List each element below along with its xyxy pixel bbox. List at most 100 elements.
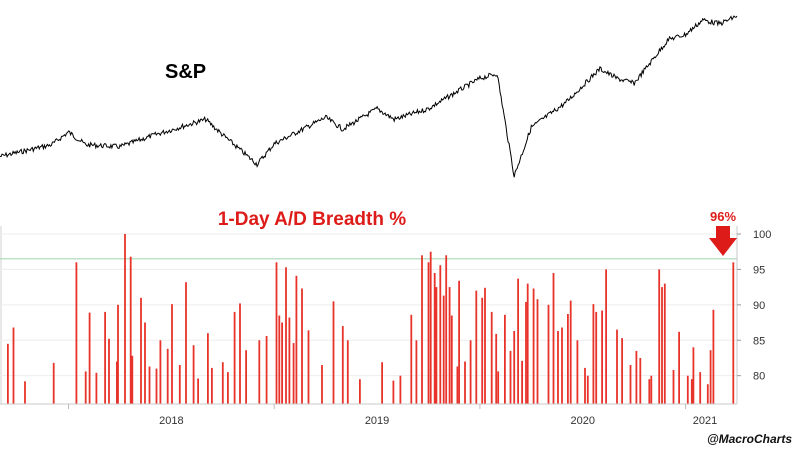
breadth-bar	[295, 275, 298, 404]
breadth-bar	[301, 288, 303, 404]
breadth-bar	[658, 269, 661, 404]
sp500-title: S&P	[165, 61, 206, 83]
breadth-bar	[592, 304, 595, 404]
breadth-bar	[464, 361, 466, 404]
breadth-bar	[712, 309, 715, 404]
breadth-bar	[415, 340, 418, 405]
last-value-label: 96%	[710, 209, 736, 224]
breadth-bar	[435, 287, 438, 404]
y-tick-label: 100	[753, 229, 771, 241]
breadth-bar	[321, 365, 323, 404]
breadth-bar	[197, 378, 199, 404]
breadth-bar	[95, 372, 98, 404]
breadth-bar	[117, 304, 119, 404]
breadth-bar	[663, 283, 666, 404]
breadth-bar	[706, 384, 709, 404]
breadth-bar	[547, 304, 550, 404]
breadth-bar	[332, 301, 335, 404]
breadth-bar	[221, 362, 224, 404]
breadth-bar	[346, 340, 349, 405]
breadth-bar	[584, 367, 586, 404]
breadth-bar	[672, 370, 675, 404]
x-tick-label: 2018	[159, 415, 183, 427]
breadth-bar	[144, 322, 146, 404]
breadth-bar	[227, 372, 229, 404]
breadth-bar	[621, 338, 623, 404]
breadth-bar	[495, 333, 498, 404]
breadth-bar	[513, 331, 516, 404]
breadth-bar	[661, 287, 663, 404]
breadth-bar	[381, 362, 383, 404]
x-tick-label: 2019	[365, 415, 389, 427]
breadth-bar	[104, 311, 106, 404]
breadth-bar	[732, 262, 735, 404]
breadth-bar	[207, 333, 209, 404]
x-tick-label: 2021	[693, 415, 717, 427]
breadth-bar	[561, 327, 563, 404]
breadth-bar	[278, 315, 281, 404]
breadth-bar	[281, 322, 283, 404]
breadth-bar	[469, 340, 472, 405]
breadth-bar	[233, 311, 236, 404]
breadth-bar	[635, 350, 638, 404]
breadth-bar	[307, 330, 310, 404]
breadth-bar	[427, 262, 430, 404]
breadth-bar	[692, 347, 695, 404]
breadth-bar	[639, 358, 642, 404]
breadth-bar	[456, 366, 459, 404]
breadth-bar	[148, 366, 151, 404]
breadth-bar	[178, 365, 181, 404]
breadth-bar	[410, 314, 413, 405]
y-axis-ticks: 100 95 90 85 80	[737, 229, 771, 383]
breadth-bar	[448, 287, 451, 404]
breadth-bars	[7, 234, 735, 405]
breadth-bar	[245, 350, 247, 404]
breadth-bar	[52, 362, 55, 404]
credit-label: @MacroCharts	[707, 432, 792, 446]
breadth-bar	[211, 367, 213, 404]
breadth-bar	[140, 297, 142, 405]
breadth-bar	[124, 234, 126, 404]
breadth-bar	[192, 345, 195, 404]
breadth-bar	[445, 255, 448, 405]
breadth-bar	[458, 280, 460, 405]
breadth-bar	[7, 343, 9, 404]
breadth-bar	[475, 290, 478, 404]
breadth-bar	[509, 350, 512, 404]
breadth-bar	[504, 314, 506, 405]
y-tick-label: 85	[753, 335, 765, 347]
breadth-bar	[484, 287, 486, 404]
breadth-bar	[155, 368, 158, 404]
breadth-bar	[439, 265, 442, 404]
y-gridlines	[0, 233, 737, 377]
breadth-bar	[490, 311, 493, 404]
breadth-bar	[678, 331, 680, 405]
breadth-bar	[532, 288, 535, 404]
breadth-bar	[629, 365, 632, 404]
breadth-bar	[595, 311, 598, 404]
x-axis-ticks: 2018 2019 2020 2021	[68, 404, 717, 427]
breadth-bar	[536, 299, 539, 404]
breadth-bar	[421, 255, 423, 405]
breadth-bar	[265, 336, 268, 404]
breadth-bar	[275, 262, 278, 404]
breadth-bar	[399, 375, 402, 404]
last-value-annotation: 96%	[709, 209, 737, 256]
breadth-bar	[24, 381, 26, 404]
breadth-bar	[171, 304, 173, 404]
breadth-bar	[552, 273, 555, 404]
breadth-bar	[526, 283, 529, 404]
breadth-bar	[690, 379, 693, 404]
breadth-bar	[116, 361, 118, 404]
y-tick-label: 80	[753, 371, 765, 383]
breadth-bar	[576, 340, 579, 405]
breadth-bar	[88, 312, 91, 404]
breadth-bar	[131, 355, 134, 404]
breadth-bar	[359, 379, 361, 404]
down-arrow-icon	[709, 226, 737, 256]
breadth-panel: 100 95 90 85 80 2018 2019 2020 2021 1-Day A/D B…	[0, 209, 771, 427]
x-tick-label: 2020	[571, 415, 595, 427]
breadth-bar	[239, 303, 241, 404]
breadth-bar	[159, 340, 162, 405]
